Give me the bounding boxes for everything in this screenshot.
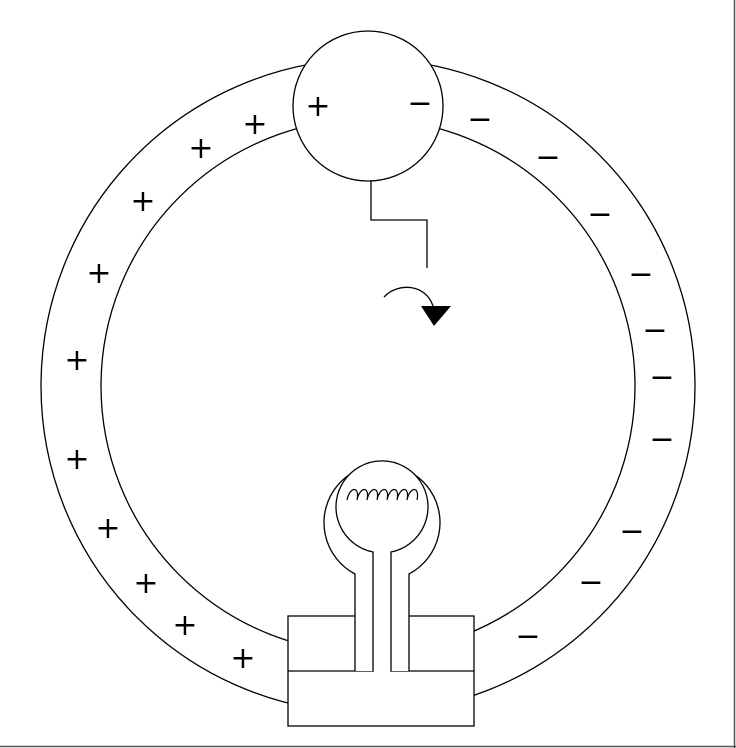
rotation-arrow [383, 286, 434, 307]
plus-sign-4: + [130, 184, 155, 219]
minus-sign-8: − [649, 422, 674, 457]
minus-sign-7: − [649, 360, 674, 395]
positive-charges: +++++++++++ [64, 89, 330, 676]
plus-sign-6: + [64, 343, 89, 378]
plus-sign-11: + [230, 641, 255, 676]
minus-sign-4: − [587, 197, 612, 232]
plus-sign-10: + [172, 608, 197, 643]
minus-sign-6: − [642, 313, 667, 348]
minus-sign-1: − [407, 86, 432, 121]
minus-sign-11: − [515, 619, 540, 654]
rotation-arrowhead [421, 306, 451, 326]
plus-sign-7: + [64, 442, 89, 477]
minus-sign-9: − [619, 514, 644, 549]
top-sphere [292, 30, 444, 182]
plus-sign-2: + [242, 107, 267, 142]
minus-sign-5: − [628, 257, 653, 292]
plus-sign-1: + [305, 89, 330, 124]
wire [370, 181, 428, 268]
plus-sign-3: + [188, 131, 213, 166]
plus-sign-8: + [95, 511, 120, 546]
plus-sign-5: + [86, 256, 111, 291]
negative-charges: − −−−−−−−−−− [407, 86, 674, 654]
bulb-inner [335, 460, 429, 671]
minus-sign-10: − [578, 565, 603, 600]
filament [346, 488, 419, 501]
minus-sign-3: − [535, 140, 560, 175]
plus-sign-9: + [133, 566, 158, 601]
minus-sign-2: − [467, 102, 492, 137]
